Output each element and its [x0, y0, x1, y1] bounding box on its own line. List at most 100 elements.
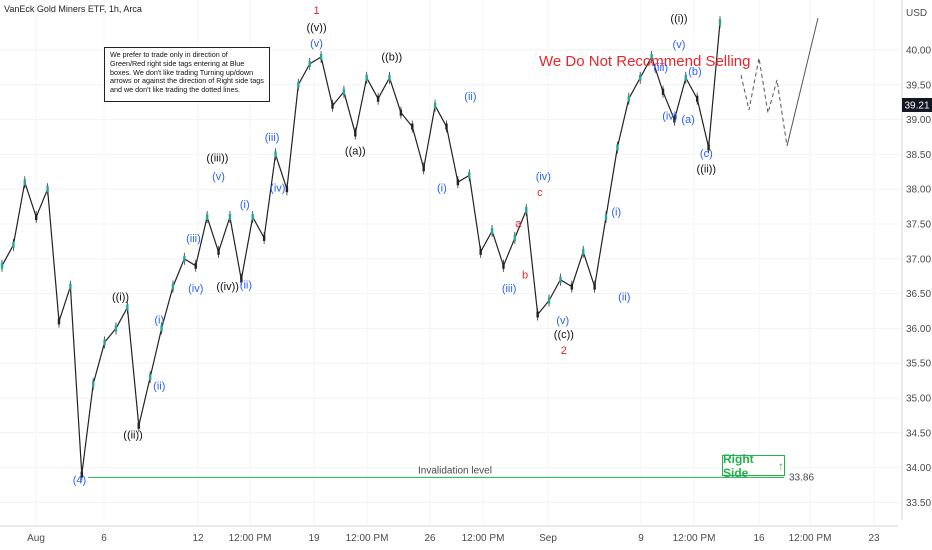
invalidation-value: 33.86: [789, 472, 814, 483]
wave-label: ((ii)): [697, 163, 717, 175]
x-tick-label: 12:00 PM: [346, 533, 389, 544]
candle-body: [593, 283, 596, 290]
wave-label: (iv): [188, 283, 203, 295]
y-tick-label: 36.00: [906, 324, 931, 335]
wave-label: a: [515, 218, 522, 230]
candle-body: [684, 74, 688, 81]
candle-body: [513, 234, 517, 241]
candle-body: [331, 102, 334, 109]
x-tick-label: 26: [424, 533, 436, 544]
wave-label: (iii): [502, 283, 517, 295]
candle-body: [696, 95, 699, 102]
candle-body: [285, 186, 289, 193]
candle-body: [433, 102, 437, 109]
candle-body: [616, 144, 619, 151]
wave-label: ((i)): [670, 13, 687, 25]
candle-body: [342, 88, 346, 95]
candle-body: [422, 165, 425, 172]
x-tick-label: 12:00 PM: [789, 533, 832, 544]
wave-label: (iv): [662, 111, 677, 123]
x-tick-label: 16: [753, 533, 765, 544]
candle-body: [183, 255, 186, 262]
wave-label: (iii): [653, 62, 668, 74]
projection-path: [740, 17, 819, 147]
candle-body: [707, 144, 710, 151]
wave-label: (v): [212, 171, 225, 183]
current-price-text: 39.21: [904, 100, 929, 111]
wave-label: ((a)): [345, 145, 366, 157]
wave-label: (ii): [240, 280, 252, 292]
candle-body: [547, 297, 551, 304]
candle-body: [34, 214, 38, 221]
candle-body: [604, 214, 608, 221]
y-tick-label: 35.50: [906, 359, 931, 370]
x-tick-label: 23: [868, 533, 880, 544]
wave-label: (i): [240, 199, 250, 211]
wave-label: ((iii)): [206, 152, 228, 164]
wave-label: b: [522, 269, 528, 281]
price-candles: [0, 16, 722, 481]
candle-body: [205, 214, 209, 221]
wave-label: (ii): [618, 292, 630, 304]
price-series-line: [1, 22, 721, 475]
candle-body: [114, 325, 118, 332]
time-axis-ticks: Aug 6 12 12:00 PM 19 12:00 PM 26 12:00 PM Sep 9 12…: [27, 533, 880, 544]
candle-body: [376, 95, 380, 102]
current-price-badge: [902, 97, 932, 112]
candle-body: [650, 53, 653, 60]
candle-body: [479, 248, 482, 255]
wave-label: ((i)): [112, 292, 129, 304]
candle-body: [354, 130, 357, 137]
x-tick-label: Sep: [539, 533, 557, 544]
x-tick-label: 12: [192, 533, 204, 544]
wave-label: (i): [611, 207, 621, 219]
wave-label: (ii): [153, 381, 165, 393]
candle-body: [490, 227, 494, 234]
candle-body: [661, 88, 665, 95]
right-side-label: Right Side: [723, 451, 754, 480]
candle-body: [445, 123, 448, 130]
wave-label: (a): [681, 114, 694, 126]
candle-body: [627, 95, 631, 102]
candle-body: [126, 304, 129, 311]
wave-label: ((v)): [306, 22, 326, 34]
candle-body: [251, 214, 254, 221]
candle-body: [91, 381, 95, 388]
candle-body: [80, 471, 83, 478]
candle-body: [194, 262, 197, 269]
candle-body: [103, 339, 106, 346]
candle-body: [456, 179, 460, 186]
candle-body: [525, 207, 528, 214]
candle-body: [262, 234, 266, 241]
candle-body: [468, 172, 471, 179]
recommendation-text: We Do Not Recommend Selling: [539, 53, 751, 70]
wave-label: (v): [673, 39, 686, 51]
y-tick-label: 38.50: [906, 150, 931, 161]
candle-body: [308, 60, 311, 67]
candle-body: [274, 151, 277, 158]
candle-body: [582, 248, 585, 255]
candle-body: [673, 116, 676, 123]
candle-body: [12, 241, 15, 248]
candle-body: [217, 248, 220, 255]
y-tick-label: 37.50: [906, 220, 931, 231]
wave-label: (4): [73, 475, 86, 487]
candle-body: [57, 318, 61, 325]
candle-body: [171, 283, 175, 290]
wave-label: (i): [154, 315, 164, 327]
wave-label: (b): [688, 66, 701, 78]
up-arrow-icon: ↑: [778, 458, 784, 473]
candle-body: [536, 311, 539, 318]
x-tick-label: 12:00 PM: [462, 533, 505, 544]
candle-body: [365, 74, 368, 81]
wave-label: 2: [561, 345, 567, 357]
candle-body: [240, 276, 243, 283]
wave-label: 1: [313, 5, 319, 17]
x-tick-label: 12:00 PM: [229, 533, 272, 544]
candle-body: [559, 276, 562, 283]
candle-body: [23, 179, 26, 186]
wave-label: ((c)): [554, 329, 574, 341]
price-axis-bg: [902, 0, 932, 526]
candle-body: [718, 19, 722, 26]
